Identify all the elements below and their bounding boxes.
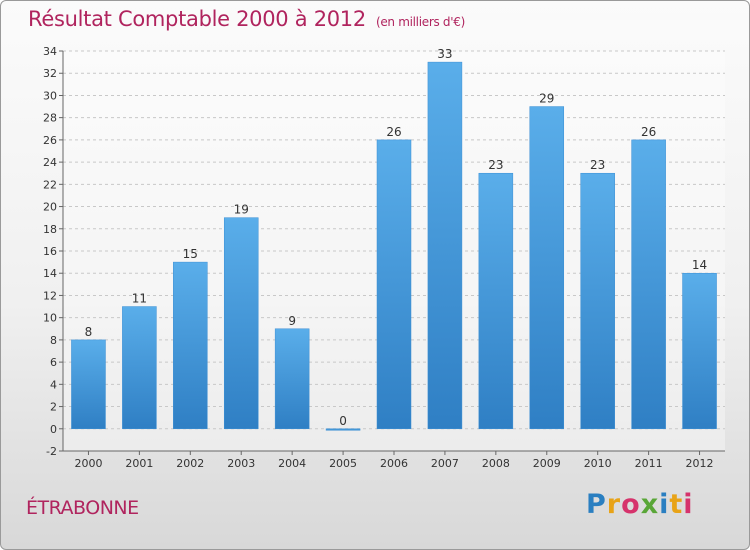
proxiti-logo: Proxiti (586, 489, 694, 520)
y-tick-label: 12 (43, 289, 57, 302)
data-label: 23 (590, 158, 605, 172)
bar (274, 328, 310, 430)
x-tick-label: 2002 (176, 457, 204, 470)
data-label: 11 (132, 292, 147, 306)
x-tick-label: 2011 (635, 457, 663, 470)
y-tick-label: 32 (43, 67, 57, 80)
bar (122, 306, 157, 430)
x-tick-label: 2010 (584, 457, 612, 470)
logo-letter: r (606, 489, 622, 520)
x-tick-label: 2005 (329, 457, 357, 470)
logo-letter: x (640, 489, 660, 520)
y-tick-label: 4 (50, 378, 57, 391)
logo-letter: i (683, 489, 694, 520)
y-tick-label: 10 (43, 312, 57, 325)
data-label: 33 (437, 47, 452, 61)
place-name: ÉTRABONNE (26, 497, 139, 519)
y-tick-label: 28 (43, 112, 57, 125)
bar (223, 217, 259, 430)
y-tick-label: 6 (50, 356, 57, 369)
x-tick-label: 2004 (278, 457, 306, 470)
bar (682, 272, 717, 430)
data-label: 0 (339, 414, 347, 428)
x-tick-label: 2012 (686, 457, 714, 470)
x-tick-label: 2001 (125, 457, 153, 470)
x-tick-label: 2006 (380, 457, 408, 470)
chart-title: Résultat Comptable 2000 à 2012 (en millie… (28, 7, 465, 31)
y-tick-label: 26 (43, 134, 57, 147)
bar (376, 139, 412, 430)
bar (427, 61, 463, 430)
logo-letter: t (669, 489, 684, 520)
data-label: 8 (85, 325, 93, 339)
data-label: 14 (692, 258, 707, 272)
title-text: Résultat Comptable 2000 à 2012 (28, 7, 366, 31)
bar (325, 428, 361, 431)
data-label: 29 (539, 92, 554, 106)
y-tick-label: 14 (43, 267, 57, 280)
data-label: 26 (386, 125, 401, 139)
x-tick-label: 2003 (227, 457, 255, 470)
bar (631, 139, 666, 430)
y-tick-label: 30 (43, 89, 57, 102)
bar (173, 261, 208, 430)
y-tick-label: 2 (50, 401, 57, 414)
y-tick-label: 16 (43, 245, 57, 258)
data-label: 23 (488, 158, 503, 172)
data-label: 15 (183, 247, 198, 261)
y-tick-label: 22 (43, 178, 57, 191)
x-tick-label: 2007 (431, 457, 459, 470)
bar (71, 339, 106, 430)
logo-letter: i (659, 489, 670, 520)
data-label: 26 (641, 125, 656, 139)
x-tick-label: 2008 (482, 457, 510, 470)
y-tick-label: 0 (50, 423, 57, 436)
y-tick-label: -2 (46, 445, 57, 458)
bar (580, 172, 615, 430)
data-label: 19 (234, 203, 249, 217)
logo-letter: o (621, 489, 641, 520)
y-tick-label: 24 (43, 156, 57, 169)
x-tick-label: 2009 (533, 457, 561, 470)
x-tick-label: 2000 (74, 457, 102, 470)
bar (529, 106, 565, 430)
chart-subtitle: (en milliers d'€) (375, 15, 465, 29)
data-label: 9 (288, 314, 296, 328)
y-tick-label: 18 (43, 223, 57, 236)
y-tick-label: 34 (43, 45, 57, 58)
y-tick-label: 8 (50, 334, 57, 347)
bar (478, 172, 514, 430)
y-tick-label: 20 (43, 201, 57, 214)
logo-letter: P (586, 489, 607, 520)
